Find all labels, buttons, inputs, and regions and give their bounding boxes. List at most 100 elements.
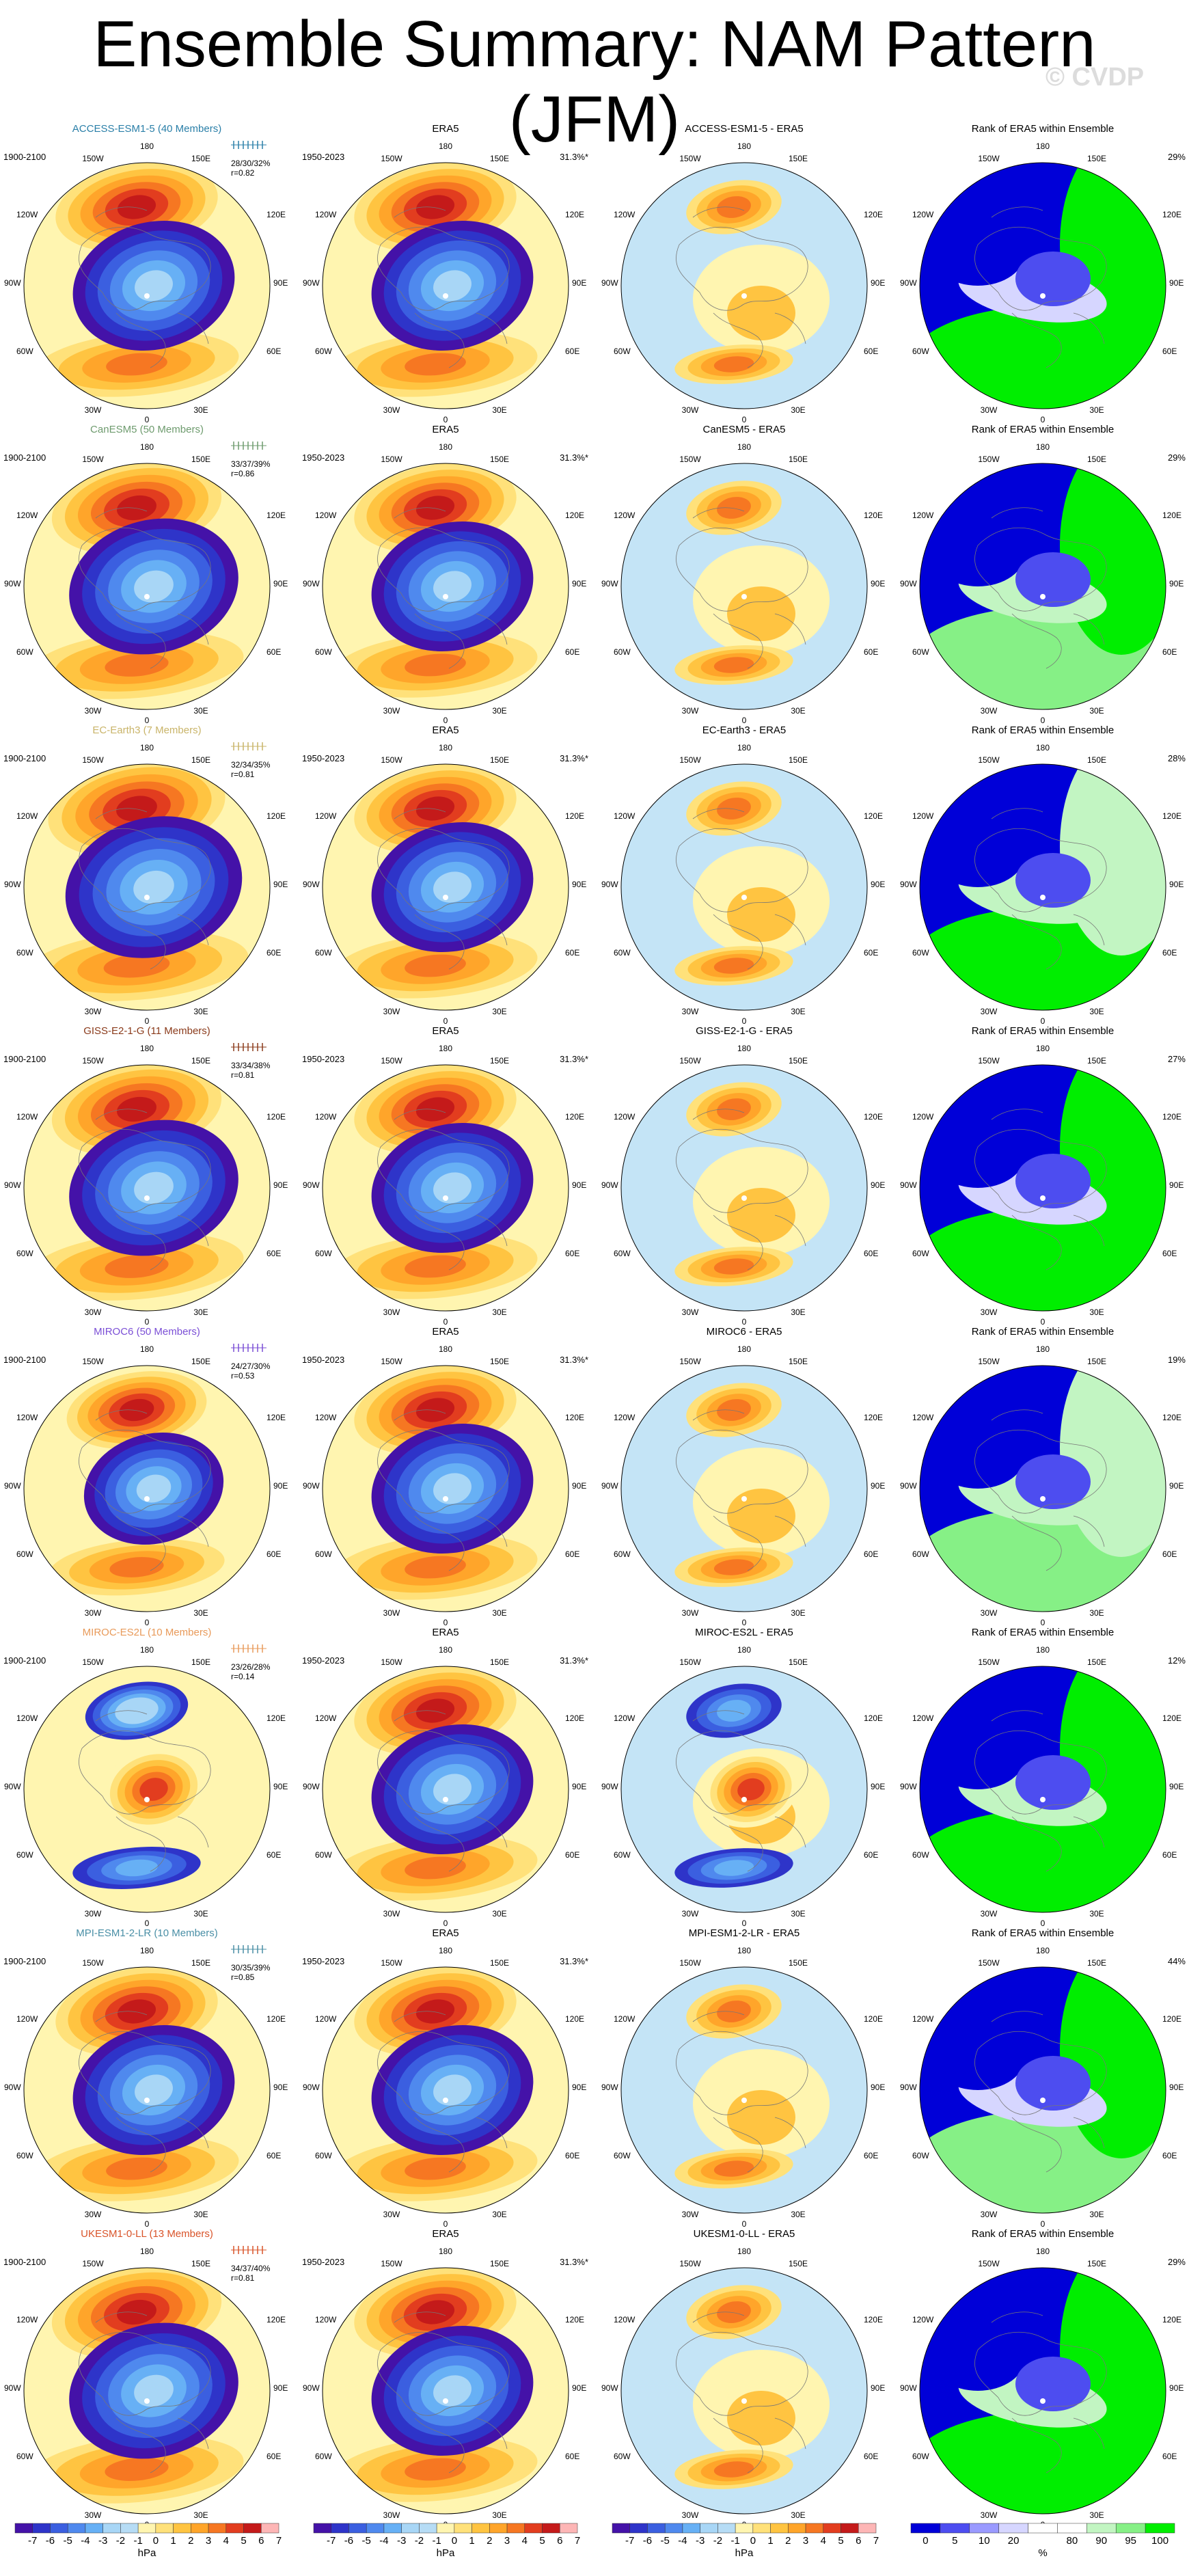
diff-lon-label: 60W bbox=[614, 1850, 631, 1860]
pole-marker bbox=[144, 1195, 150, 1201]
coastline bbox=[79, 227, 211, 311]
pressure-contour bbox=[105, 2458, 169, 2481]
polar-map: 180 150W 150E 120W 120E 90W 90E 60W 60E 30W 30E 0 bbox=[597, 1646, 891, 1927]
coastline bbox=[394, 1109, 446, 1120]
rank-lon-label: 90W bbox=[900, 880, 917, 889]
diff-lon-label: 120W bbox=[614, 811, 636, 821]
coastline bbox=[115, 613, 166, 669]
ensemble-stats: 34/37/40% r=0.81 bbox=[231, 2264, 270, 2283]
coastline bbox=[115, 2417, 166, 2473]
rank-region bbox=[930, 518, 1026, 586]
time-period: 1950-2023 bbox=[302, 1355, 345, 1365]
coastline bbox=[115, 914, 166, 970]
pole-marker bbox=[1040, 2098, 1046, 2103]
obs-lon-label: 90E bbox=[572, 2383, 586, 2393]
model-panel: MIROC6 (50 Members) 1900-2100 24/27/30% r=0… bbox=[0, 1326, 294, 1627]
model-lon-label: 120E bbox=[266, 1713, 286, 1723]
colorbar-tick: 3 bbox=[504, 2535, 510, 2547]
colorbar-swatch bbox=[120, 2523, 139, 2534]
diff-lon-label: 150W bbox=[679, 1958, 701, 1968]
diff-lon-label: 30W bbox=[682, 1909, 699, 1919]
diff-panel: MPI-ESM1-2-LR - ERA5 180 150W 150E 120W 120E 9… bbox=[597, 1927, 891, 2228]
polar-map: 180 150W 150E 120W 120E 90W 90E 60W 60E 30W 30E 0 bbox=[299, 142, 592, 424]
coastline bbox=[394, 1409, 446, 1421]
coastline bbox=[1073, 914, 1105, 946]
obs-lon-label: 90E bbox=[572, 1180, 586, 1190]
map-boundary bbox=[620, 763, 868, 1011]
rank-lon-label: 180 bbox=[1036, 443, 1050, 452]
model-lon-label: 150W bbox=[82, 1958, 104, 1968]
model-lon-label: 0 bbox=[145, 1317, 150, 1326]
colorbar-tick: 2 bbox=[487, 2535, 492, 2547]
obs-lon-label: 0 bbox=[443, 1317, 448, 1326]
model-lon-label: 30W bbox=[85, 706, 102, 716]
coastline bbox=[774, 914, 806, 946]
diff-panel: EC-Earth3 - ERA5 180 150W 150E 120W 120E 90W 90… bbox=[597, 724, 891, 1025]
rank-lon-label: 30W bbox=[981, 2210, 998, 2219]
colorbar-swatch bbox=[313, 2523, 331, 2534]
ensemble-spread-whisker bbox=[228, 1942, 269, 1956]
coastline bbox=[476, 1816, 508, 1848]
pressure-contour bbox=[713, 356, 754, 372]
model-lon-label: 90W bbox=[4, 880, 21, 889]
coastline bbox=[692, 808, 745, 819]
coastline bbox=[692, 1109, 745, 1120]
rank-colorbar-swatch bbox=[1115, 2523, 1146, 2534]
diff-lon-label: 60E bbox=[864, 1549, 878, 1559]
obs-lon-label: 60W bbox=[315, 948, 332, 958]
model-lon-label: 60E bbox=[266, 2452, 281, 2461]
rank-lon-label: 120W bbox=[912, 1413, 934, 1422]
anomaly-contour bbox=[727, 2090, 795, 2145]
variance-explained: 31.3%* bbox=[560, 1355, 588, 1365]
diff-lon-label: 90E bbox=[871, 1782, 885, 1791]
model-lon-label: 60W bbox=[16, 347, 33, 356]
coastline bbox=[676, 828, 808, 912]
obs-lon-label: 120E bbox=[565, 2014, 584, 2024]
polar-map: 180 150W 150E 120W 120E 90W 90E 60W 60E 30W 30E 0 bbox=[597, 1044, 891, 1326]
colorbar-tick: 6 bbox=[856, 2535, 861, 2547]
pattern-correlation: r=0.14 bbox=[231, 1672, 255, 1681]
model-lon-label: 150W bbox=[82, 1657, 104, 1667]
colorbar-tick: -7 bbox=[625, 2535, 634, 2547]
rank-colorbar-tick: 0 bbox=[922, 2535, 928, 2547]
model-lon-label: 180 bbox=[140, 2247, 154, 2256]
coastline bbox=[476, 1515, 508, 1547]
model-lon-label: 90E bbox=[273, 880, 288, 889]
diff-lon-label: 90W bbox=[601, 2083, 618, 2092]
model-lon-label: 60W bbox=[16, 2452, 33, 2461]
colorbar-swatch bbox=[137, 2523, 156, 2534]
colorbar-swatch bbox=[14, 2523, 33, 2534]
pressure-contour bbox=[717, 2001, 751, 2022]
diff-panel: CanESM5 - ERA5 180 150W 150E 120W 120E 90W 90E 6… bbox=[597, 424, 891, 724]
polar-map: 180 150W 150E 120W 120E 90W 90E 60W 60E 30W 30E 0 bbox=[597, 142, 891, 424]
coastline bbox=[692, 2311, 745, 2323]
model-lon-label: 150E bbox=[191, 755, 210, 765]
time-period: 1900-2100 bbox=[3, 2257, 46, 2267]
rank-region bbox=[1060, 463, 1166, 655]
diff-lon-label: 120E bbox=[864, 2315, 883, 2324]
model-row: UKESM1-0-LL (13 Members) 1900-2100 34/37/4… bbox=[0, 2228, 1189, 2529]
coastline bbox=[177, 2417, 209, 2450]
obs-lon-label: 150W bbox=[381, 1657, 402, 1667]
coastline bbox=[974, 528, 1107, 612]
pressure-contour bbox=[717, 2301, 751, 2323]
coastline bbox=[177, 1215, 209, 1247]
diff-lon-label: 120W bbox=[614, 210, 636, 219]
rank-region bbox=[930, 1721, 1026, 1789]
obs-lon-label: 150E bbox=[490, 455, 509, 464]
model-panel: GISS-E2-1-G (11 Members) 1900-2100 33/34/3… bbox=[0, 1025, 294, 1326]
rank-lon-label: 180 bbox=[1036, 142, 1050, 151]
diff-lon-label: 180 bbox=[737, 2247, 751, 2256]
pole-marker bbox=[1040, 594, 1046, 599]
model-panel: CanESM5 (50 Members) 1900-2100 33/37/39% r=… bbox=[0, 424, 294, 724]
map-boundary bbox=[23, 162, 271, 409]
pressure-contour bbox=[415, 796, 455, 821]
diff-lon-label: 150W bbox=[679, 755, 701, 765]
obs-lon-label: 90W bbox=[303, 278, 320, 288]
model-lon-label: 150W bbox=[82, 455, 104, 464]
coastline bbox=[991, 2011, 1043, 2022]
rank-lon-label: 90E bbox=[1169, 278, 1184, 288]
diff-lon-label: 90W bbox=[601, 278, 618, 288]
panel-title: EC-Earth3 - ERA5 bbox=[702, 724, 787, 736]
rank-percent: 19% bbox=[1167, 1355, 1186, 1365]
